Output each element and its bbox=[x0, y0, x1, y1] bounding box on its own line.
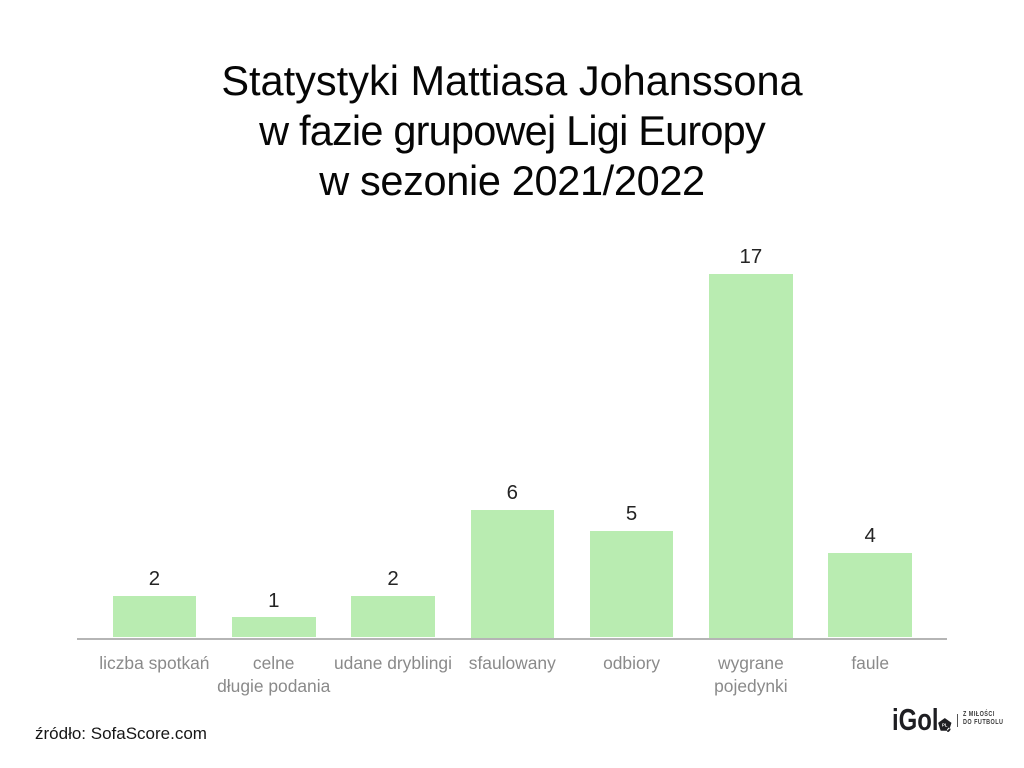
svg-text:PL: PL bbox=[941, 722, 947, 727]
